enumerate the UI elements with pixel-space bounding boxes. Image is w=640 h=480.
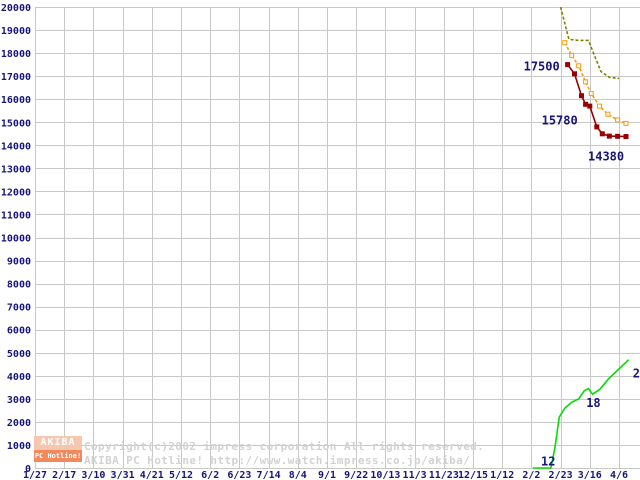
x-axis-labels: 1/27 2/17 3/10 3/31 4/21 5/12 6/2 6/23 7/14 8/4 9/… [23,470,628,480]
y-axis-tick-label: 5000 [7,349,31,360]
x-axis-tick-label: 2/17 [52,470,76,480]
y-axis-tick-label: 16000 [1,95,31,106]
data-point-label: 15780 [542,113,578,127]
series-marker-price-dark-red [572,71,577,77]
x-axis-tick-label: 7/14 [257,470,281,480]
x-axis-tick-label: 11/23 [429,470,459,480]
series-marker-price-dark-red [623,134,629,139]
x-axis-tick-label: 6/23 [227,470,251,480]
series-marker-price-orange [605,111,611,117]
series-marker-price-dark-red [615,133,621,139]
series-marker-price-dark-red [583,101,589,107]
series-marker-price-orange [562,40,568,46]
y-axis-tick-label: 10000 [1,234,31,245]
series-marker-price-orange [583,79,589,85]
x-axis-tick-label: 8/4 [289,470,307,480]
x-axis-tick-label: 9/22 [344,470,368,480]
series-marker-price-orange [597,103,602,109]
x-axis-tick-label: 2/2 [522,470,540,480]
y-axis-tick-label: 1000 [7,441,31,452]
data-point-label: 12 [541,454,555,468]
y-axis-tick-label: 12000 [1,187,31,198]
watermark-layer: Copyright(c)2002 impress corporation All… [84,440,484,467]
x-axis-tick-label: 1/12 [490,470,514,480]
y-axis-tick-label: 15000 [1,118,31,129]
watermark-url-line: AKIBA PC Hotline! http://www.watch.impre… [84,454,470,467]
series-line-price-olive [559,6,620,80]
y-axis-tick-label: 7000 [7,303,31,314]
x-axis-tick-label: 10/13 [370,470,400,480]
x-axis-tick-label: 3/10 [81,470,105,480]
y-axis-tick-label: 8000 [7,280,31,291]
series-marker-price-orange [576,63,582,69]
series-marker-price-orange [615,117,621,123]
data-point-labels: 17500 15780 14380 12 18 24 [524,60,640,469]
y-axis-tick-label: 3000 [7,395,31,406]
x-axis-tick-label: 3/31 [111,470,135,480]
series-marker-price-dark-red [599,131,605,137]
data-point-label: 24 [633,367,640,381]
series-layer [532,6,630,469]
y-axis-tick-label: 4000 [7,372,31,383]
x-axis-tick-label: 12/15 [458,470,488,480]
data-point-label: 18 [586,396,600,410]
series-marker-price-dark-red [565,62,571,68]
y-axis-tick-label: 6000 [7,326,31,337]
x-axis-tick-label: 9/1 [318,470,336,480]
series-marker-price-orange [569,52,575,58]
grid-layer [35,7,640,469]
x-axis-tick-label: 4/6 [610,470,628,480]
y-axis-tick-label: 17000 [1,72,31,83]
data-point-label: 14380 [588,150,624,164]
x-axis-tick-label: 2/23 [549,470,573,480]
data-point-label: 17500 [524,60,560,74]
series-line-price-dark-red [566,64,627,138]
y-axis-tick-label: 11000 [1,210,31,221]
series-marker-price-dark-red [579,93,584,99]
y-axis-tick-label: 14000 [1,141,31,152]
y-axis-tick-label: 18000 [1,49,31,60]
y-axis-tick-label: 2000 [7,418,31,429]
x-axis-tick-label: 6/2 [201,470,219,480]
akiba-watermark-logo: AKIBA PC Hotline! [34,436,82,464]
y-axis-tick-label: 20000 [1,3,31,14]
series-marker-price-dark-red [606,133,612,139]
akiba-logo-top: AKIBA [34,436,82,450]
x-axis-tick-label: 4/21 [140,470,164,480]
watermark-copyright-line: Copyright(c)2002 impress corporation All… [84,440,484,453]
y-axis-tick-label: 9000 [7,257,31,268]
series-line-volume-green [532,359,630,469]
y-axis-labels: 2000019000180001700016000150001400013000… [1,3,31,475]
x-axis-tick-label: 1/27 [23,470,47,480]
series-marker-price-orange [623,120,629,126]
x-axis-tick-label: 11/3 [403,470,427,480]
x-axis-tick-label: 3/16 [578,470,602,480]
series-marker-price-dark-red [594,124,600,130]
y-axis-tick-label: 0 [25,464,31,475]
series-marker-price-orange [588,90,594,96]
y-axis-tick-label: 19000 [1,26,31,37]
series-marker-price-dark-red [587,103,593,109]
akiba-logo-bottom: PC Hotline! [34,450,82,462]
x-axis-tick-label: 5/12 [169,470,193,480]
y-axis-tick-label: 13000 [1,164,31,175]
